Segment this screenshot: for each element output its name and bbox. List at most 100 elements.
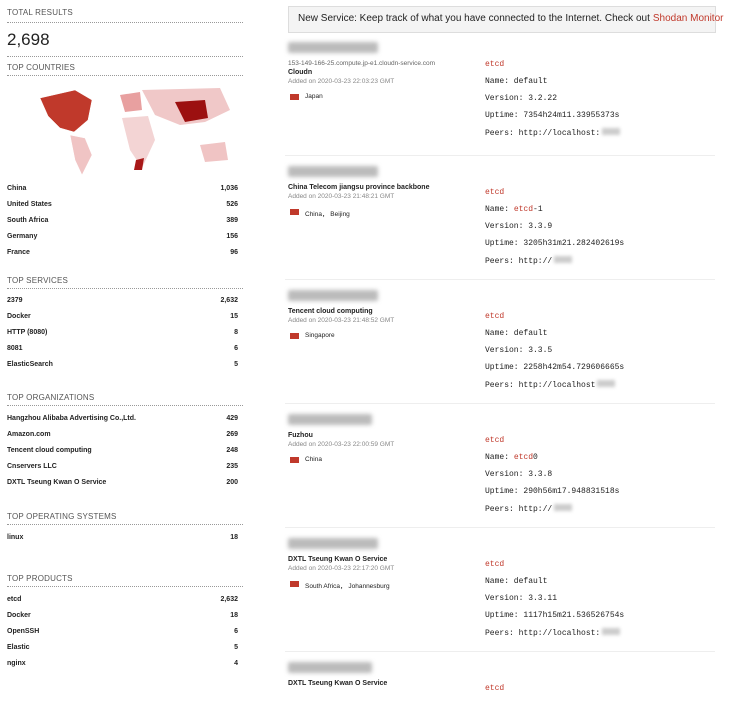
added-date: Added on 2020-03-23 21:48:52 GMT bbox=[288, 317, 395, 324]
banner-line: Version: 3.3.11 bbox=[485, 594, 557, 603]
facet-item[interactable]: linux bbox=[7, 534, 24, 541]
facet-title: TOP OPERATING SYSTEMS bbox=[7, 512, 117, 521]
facet-item[interactable]: Amazon.com bbox=[7, 431, 51, 438]
facet-count: 1,036 bbox=[220, 185, 238, 192]
facet-item[interactable]: HTTP (8080) bbox=[7, 329, 48, 336]
facet-item[interactable]: Hangzhou Alibaba Advertising Co.,Ltd. bbox=[7, 415, 136, 422]
facet-item[interactable]: Germany bbox=[7, 233, 38, 240]
facet-count: 248 bbox=[226, 447, 238, 454]
line-part: Peers: http://localhost: bbox=[485, 129, 601, 138]
facet-item[interactable]: France bbox=[7, 249, 30, 256]
separator bbox=[285, 279, 715, 280]
location: China bbox=[305, 456, 322, 463]
facet-count: 2,632 bbox=[220, 297, 238, 304]
line-part: Version: 3.3.9 bbox=[485, 222, 553, 231]
organization[interactable]: DXTL Tseung Kwan O Service bbox=[288, 680, 388, 687]
separator bbox=[285, 651, 715, 652]
facet-count: 5 bbox=[234, 361, 238, 368]
blurred-ip bbox=[288, 662, 372, 673]
divider bbox=[7, 586, 243, 587]
facet-item[interactable]: OpenSSH bbox=[7, 628, 40, 635]
banner-line: Name: default bbox=[485, 329, 547, 338]
facet-count: 389 bbox=[226, 217, 238, 224]
facet-item[interactable]: Tencent cloud computing bbox=[7, 447, 92, 454]
line-part: Name: default bbox=[485, 77, 548, 86]
blurred-ip bbox=[288, 166, 378, 177]
blurred-peer bbox=[554, 504, 573, 511]
line-part: Uptime: 290h56m17.948831518s bbox=[485, 487, 620, 496]
banner-line: Version: 3.3.9 bbox=[485, 222, 552, 231]
hostname: 153-149-166-25.compute.jp-e1.cloudn-serv… bbox=[288, 60, 436, 67]
line-part: Name: default bbox=[485, 329, 548, 338]
line-part: Version: 3.3.5 bbox=[485, 346, 553, 355]
service-name: etcd bbox=[485, 60, 505, 69]
facet-item[interactable]: DXTL Tseung Kwan O Service bbox=[7, 479, 107, 486]
facet-title: TOP COUNTRIES bbox=[7, 63, 76, 72]
blurred-ip bbox=[288, 42, 378, 53]
facet-item[interactable]: Docker bbox=[7, 612, 31, 619]
blurred-ip bbox=[288, 290, 378, 301]
location: Japan bbox=[305, 93, 323, 100]
location: Singapore bbox=[305, 332, 335, 339]
added-date: Added on 2020-03-23 21:48:21 GMT bbox=[288, 193, 395, 200]
line-part: Uptime: 2258h42m54.729606665s bbox=[485, 363, 625, 372]
separator bbox=[285, 527, 715, 528]
summary-value: 2,698 bbox=[7, 30, 50, 49]
line-part: Name: default bbox=[485, 577, 548, 586]
facet-count: 4 bbox=[234, 660, 238, 667]
facet-item[interactable]: Docker bbox=[7, 313, 31, 320]
flag bbox=[290, 209, 299, 215]
facet-count: 15 bbox=[230, 313, 238, 320]
facet-item[interactable]: 2379 bbox=[7, 297, 23, 304]
facet-count: 235 bbox=[226, 463, 238, 470]
blurred-peer bbox=[554, 256, 573, 263]
banner bbox=[288, 6, 716, 33]
line-part: etcd bbox=[513, 205, 534, 214]
facet-item[interactable]: China bbox=[7, 185, 27, 192]
banner-line: Name: etcd-1 bbox=[485, 205, 543, 214]
organization[interactable]: DXTL Tseung Kwan O Service bbox=[288, 556, 388, 563]
facet-count: 18 bbox=[230, 534, 238, 541]
facet-count: 6 bbox=[234, 345, 238, 352]
divider bbox=[7, 75, 243, 76]
line-part: Version: 3.2.22 bbox=[485, 94, 558, 103]
facet-item[interactable]: 8081 bbox=[7, 345, 23, 352]
line-part: Version: 3.3.8 bbox=[485, 470, 553, 479]
banner-link[interactable]: Shodan Monitor bbox=[652, 13, 724, 24]
facet-item[interactable]: Cnservers LLC bbox=[7, 463, 57, 470]
banner-line: Peers: http://localhost: bbox=[485, 128, 621, 138]
facet-item[interactable]: ElasticSearch bbox=[7, 361, 53, 368]
flag bbox=[290, 457, 299, 463]
banner-line: Uptime: 2258h42m54.729606665s bbox=[485, 363, 624, 372]
blurred-ip bbox=[288, 414, 372, 425]
line-part: Uptime: 3205h31m21.282402619s bbox=[485, 239, 625, 248]
added-date: Added on 2020-03-23 22:17:20 GMT bbox=[288, 565, 395, 572]
line-part: etcd bbox=[513, 453, 534, 462]
service-name: etcd bbox=[485, 312, 505, 321]
banner-line: Uptime: 3205h31m21.282402619s bbox=[485, 239, 624, 248]
organization[interactable]: Tencent cloud computing bbox=[288, 308, 373, 315]
flag bbox=[290, 333, 299, 339]
organization[interactable]: China Telecom jiangsu province backbone bbox=[288, 184, 430, 191]
facet-count: 269 bbox=[226, 431, 238, 438]
banner-line: Peers: http:// bbox=[485, 504, 573, 514]
organization[interactable]: Fuzhou bbox=[288, 432, 313, 439]
location: China， Beijing bbox=[305, 211, 350, 218]
facet-item[interactable]: etcd bbox=[7, 596, 22, 603]
facet-title: TOP SERVICES bbox=[7, 276, 69, 285]
banner-line: Peers: http:// bbox=[485, 256, 573, 266]
facet-item[interactable]: nginx bbox=[7, 660, 26, 667]
facet-item[interactable]: Elastic bbox=[7, 644, 30, 651]
facet-item[interactable]: United States bbox=[7, 201, 52, 208]
line-part: Version: 3.3.11 bbox=[485, 594, 558, 603]
organization[interactable]: Cloudn bbox=[288, 69, 313, 76]
added-date: Added on 2020-03-23 22:03:23 GMT bbox=[288, 78, 395, 85]
facet-item[interactable]: South Africa bbox=[7, 217, 49, 224]
service-name: etcd bbox=[485, 684, 505, 693]
line-part: Uptime: 1117h15m21.536526754s bbox=[485, 611, 625, 620]
world-map bbox=[39, 88, 230, 176]
line-part: Peers: http:// bbox=[485, 505, 553, 514]
location: South Africa， Johannesburg bbox=[305, 583, 390, 590]
banner-text: New Service: Keep track of what you have… bbox=[298, 13, 650, 24]
line-part: -1 bbox=[533, 205, 543, 214]
